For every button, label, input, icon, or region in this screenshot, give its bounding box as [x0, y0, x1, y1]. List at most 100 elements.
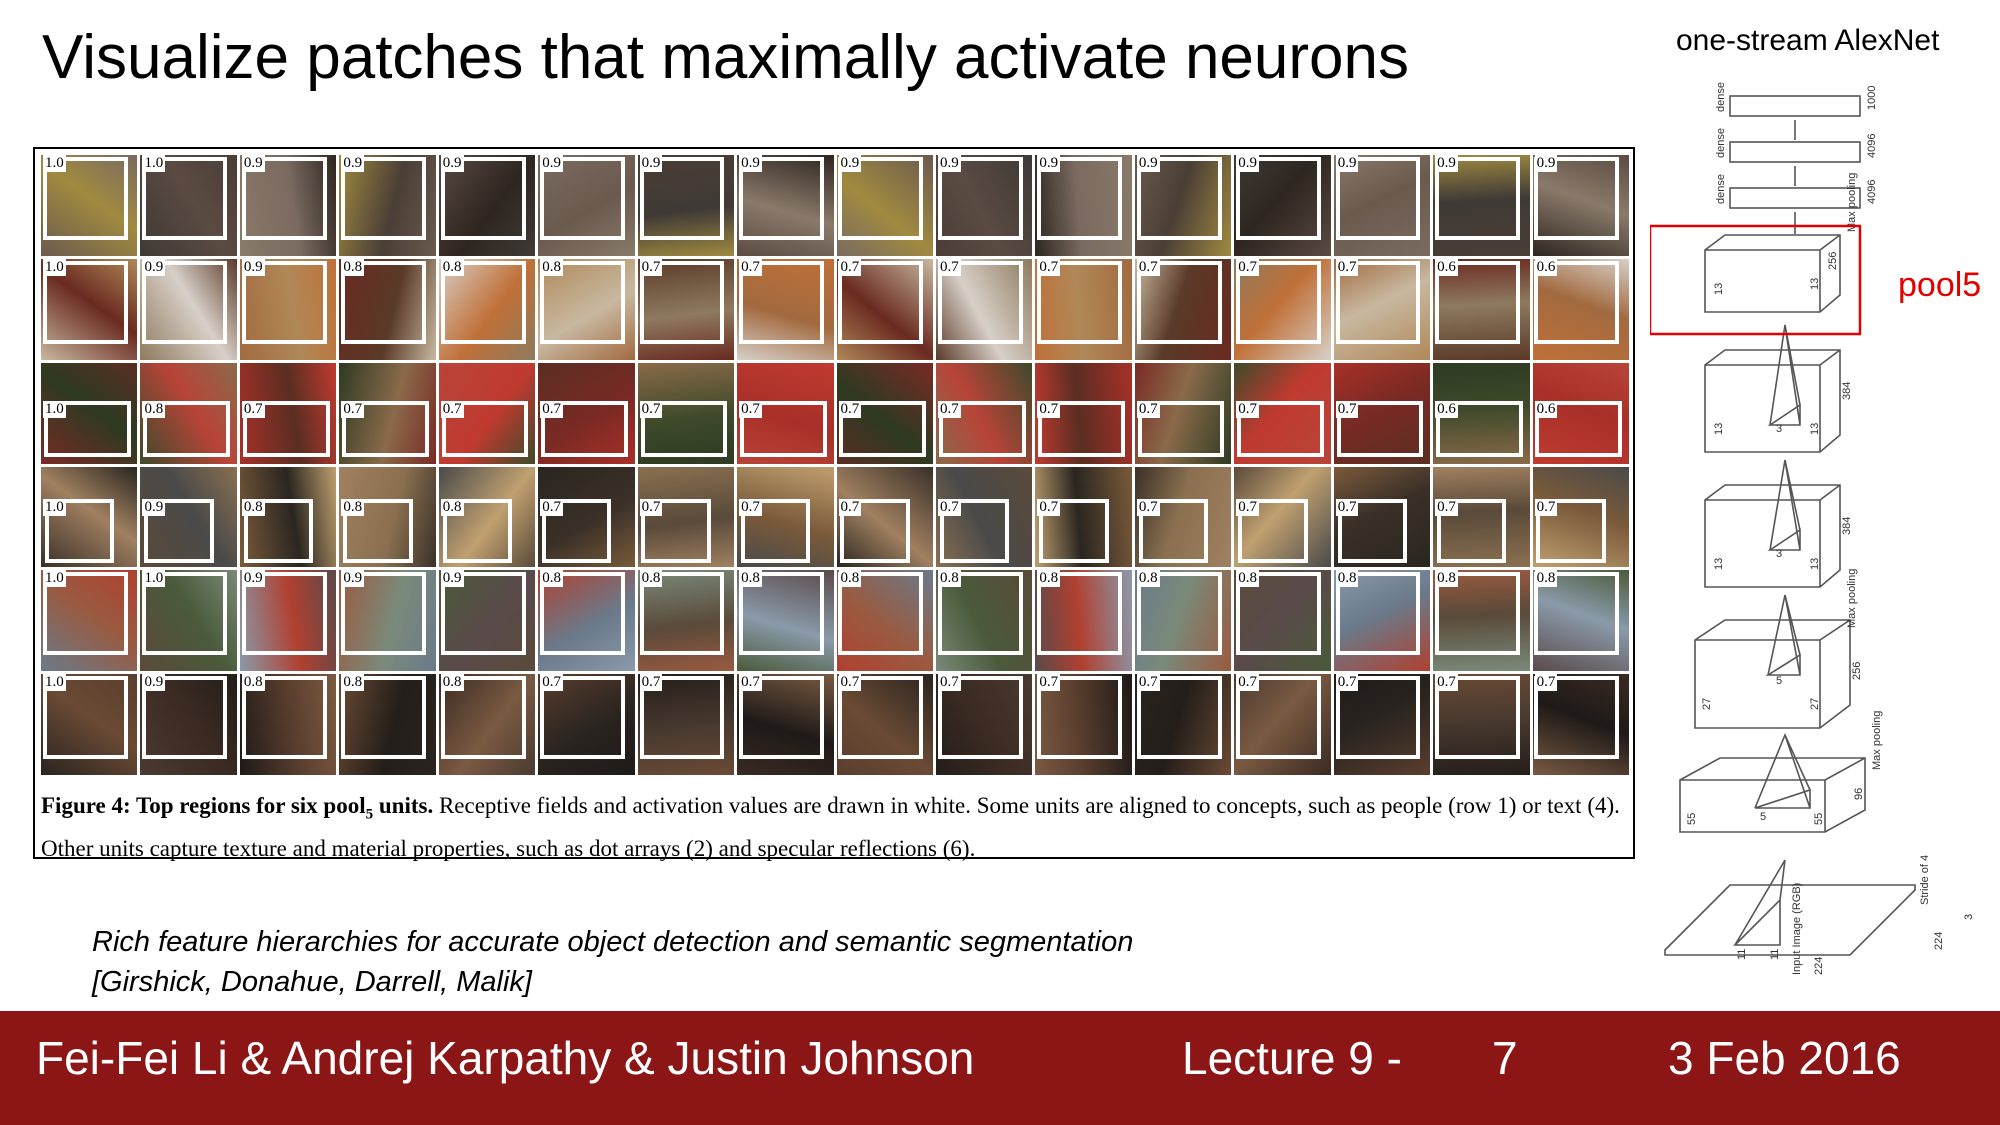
receptive-field-box — [1337, 498, 1407, 564]
pooling-label-mid: Max pooling — [1846, 569, 1858, 628]
activation-value: 0.7 — [1534, 674, 1558, 692]
receptive-field-box — [1037, 260, 1123, 344]
receptive-field-box — [540, 572, 625, 656]
activation-value: 0.8 — [540, 570, 563, 588]
patch-cell: 0.8 — [438, 674, 536, 775]
footer-date: 3 Feb 2016 — [1668, 1032, 1901, 1084]
patch-cell: 0.7 — [637, 258, 735, 360]
receptive-field-box — [937, 260, 1023, 344]
dense-box-1000 — [1729, 95, 1861, 117]
receptive-field-box — [43, 400, 131, 458]
dense-label-1: dense — [1715, 82, 1727, 112]
patch-cell: 0.8 — [239, 674, 337, 775]
block-conv4 — [1704, 484, 1841, 588]
receptive-field-box — [1336, 400, 1424, 458]
receptive-field-box — [1435, 572, 1520, 656]
input-w: 224 — [1933, 932, 1945, 950]
receptive-field-box — [1236, 157, 1322, 240]
receptive-field-box — [640, 400, 728, 458]
activation-value: 0.8 — [241, 674, 265, 692]
patch-cell: 1.0 — [41, 674, 138, 775]
receptive-field-box — [440, 572, 526, 656]
activation-value: 0.9 — [1534, 155, 1558, 172]
patch-cell: 0.7 — [1333, 466, 1431, 568]
patch-cell: 0.7 — [836, 362, 933, 464]
activation-value: 0.7 — [540, 498, 563, 516]
patch-cell: 0.7 — [1532, 674, 1629, 775]
block-conv5 — [1704, 349, 1841, 453]
activation-value: 0.7 — [1037, 498, 1061, 516]
receptive-field-box — [241, 572, 327, 656]
activation-value: 0.7 — [639, 400, 663, 418]
patch-cell: 0.9 — [140, 674, 237, 775]
patch-cell: 0.6 — [1532, 362, 1629, 464]
patch-cell: 0.7 — [836, 258, 933, 360]
footer-bar: Fei-Fei Li & Andrej Karpathy & Justin Jo… — [0, 1011, 2000, 1125]
patch-cell: 0.9 — [140, 466, 237, 568]
receptive-field-box — [142, 260, 228, 344]
activation-value: 0.8 — [639, 570, 663, 588]
patch-cell: 0.7 — [438, 362, 536, 464]
activation-value: 1.0 — [142, 570, 166, 588]
patch-cell: 0.7 — [538, 674, 635, 775]
patch-cell: 0.7 — [1035, 258, 1132, 360]
pool5-d: 256 — [1827, 252, 1839, 270]
activation-value: 0.7 — [1136, 498, 1160, 516]
activation-value: 1.0 — [142, 155, 166, 172]
patch-cell: 0.9 — [140, 258, 237, 360]
activation-value: 0.7 — [1136, 674, 1160, 692]
activation-value: 1.0 — [43, 498, 66, 516]
patch-cell: 0.8 — [1333, 570, 1431, 672]
patch-cell: 0.8 — [438, 258, 536, 360]
activation-value: 0.9 — [142, 258, 166, 276]
receptive-field-box — [639, 572, 725, 656]
receptive-field-box — [1436, 400, 1523, 458]
receptive-field-box — [937, 676, 1023, 759]
receptive-field-box — [540, 676, 625, 759]
patch-cell: 0.8 — [1532, 570, 1629, 672]
activation-value: 0.9 — [341, 155, 365, 172]
patch-cell: 0.7 — [1035, 674, 1132, 775]
activation-value: 0.8 — [1236, 570, 1259, 588]
dense-size-1: 1000 — [1866, 86, 1878, 110]
patch-grid: 1.0 1.0 0.9 0.9 0.9 0.9 0.9 0.9 0.9 0.9 0.9 0.9 0.9 0… — [41, 155, 1629, 775]
receptive-field-box — [939, 498, 1010, 564]
patch-cell: 0.6 — [1433, 258, 1530, 360]
activation-value: 0.7 — [739, 674, 762, 692]
receptive-field-box — [840, 498, 910, 564]
receptive-field-box — [937, 157, 1023, 240]
activation-value: 1.0 — [43, 674, 66, 692]
citation-authors: [Girshick, Donahue, Darrell, Malik] — [92, 966, 532, 998]
patch-cell: 0.7 — [339, 362, 436, 464]
receptive-field-box — [1136, 572, 1222, 656]
patch-cell: 0.7 — [737, 362, 834, 464]
activation-value: 0.7 — [739, 498, 762, 516]
patch-cell: 0.7 — [1134, 674, 1232, 775]
receptive-field-box — [142, 157, 228, 240]
patch-cell: 0.7 — [836, 466, 933, 568]
activation-value: 0.8 — [1335, 570, 1359, 588]
conv5-h: 13 — [1809, 423, 1821, 435]
activation-value: 0.9 — [1037, 155, 1061, 172]
receptive-field-box — [641, 498, 711, 564]
activation-value: 1.0 — [43, 155, 66, 172]
receptive-field-box — [142, 676, 228, 759]
patch-cell: 1.0 — [140, 155, 237, 256]
patch-cell: 0.7 — [637, 362, 735, 464]
activation-value: 1.0 — [43, 258, 66, 276]
patch-cell: 0.9 — [438, 155, 536, 256]
receptive-field-box — [1335, 260, 1421, 344]
receptive-field-box — [937, 572, 1023, 656]
activation-value: 0.9 — [1136, 155, 1160, 172]
receptive-field-box — [1136, 676, 1222, 759]
patch-cell: 0.7 — [1035, 362, 1132, 464]
patch-cell: 0.8 — [339, 674, 436, 775]
patch-cell: 0.9 — [1433, 155, 1530, 256]
patch-cell: 0.8 — [438, 466, 536, 568]
patch-cell: 0.8 — [239, 466, 337, 568]
activation-value: 0.9 — [341, 570, 365, 588]
activation-value: 0.7 — [838, 400, 862, 418]
patch-cell: 0.7 — [1134, 258, 1232, 360]
patch-cell: 0.8 — [1234, 570, 1331, 672]
receptive-field-box — [1037, 157, 1123, 240]
